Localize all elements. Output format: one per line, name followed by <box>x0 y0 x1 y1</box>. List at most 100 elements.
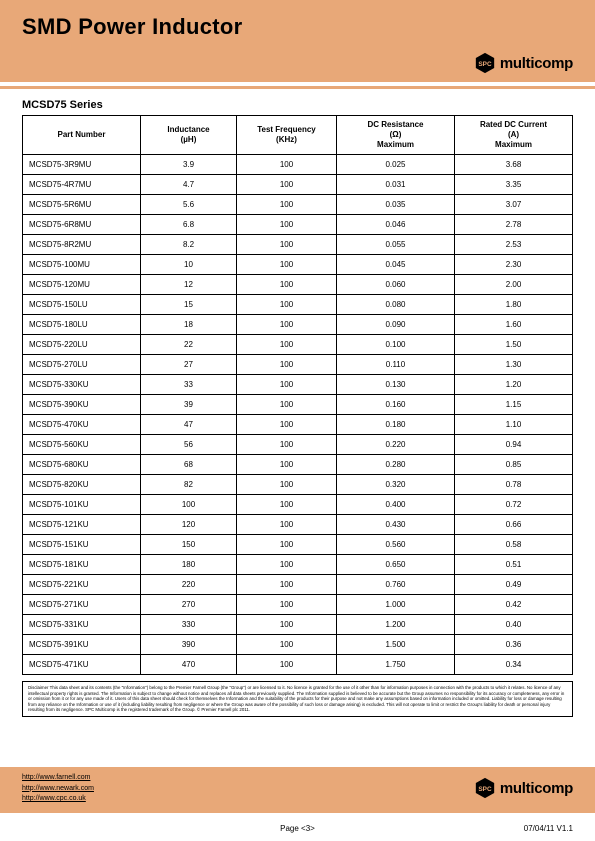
table-cell: MCSD75-820KU <box>23 475 141 495</box>
hexagon-badge-icon: SPC <box>474 52 496 74</box>
table-cell: MCSD75-330KU <box>23 375 141 395</box>
column-header-line: (A) <box>508 130 519 139</box>
table-row: MCSD75-271KU2701001.0000.42 <box>23 595 573 615</box>
table-cell: 5.6 <box>141 195 237 215</box>
table-cell: MCSD75-390KU <box>23 395 141 415</box>
table-cell: 100 <box>237 475 337 495</box>
column-header-cur: Rated DC Current(A)Maximum <box>455 116 573 155</box>
table-row: MCSD75-121KU1201000.4300.66 <box>23 515 573 535</box>
table-cell: MCSD75-3R9MU <box>23 155 141 175</box>
table-cell: MCSD75-221KU <box>23 575 141 595</box>
table-row: MCSD75-220LU221000.1001.50 <box>23 335 573 355</box>
table-cell: 0.72 <box>455 495 573 515</box>
table-row: MCSD75-181KU1801000.6500.51 <box>23 555 573 575</box>
table-cell: 0.34 <box>455 655 573 675</box>
table-cell: 0.100 <box>337 335 455 355</box>
column-header-line: Test Frequency <box>257 125 316 134</box>
table-cell: 470 <box>141 655 237 675</box>
table-cell: 12 <box>141 275 237 295</box>
table-cell: 47 <box>141 415 237 435</box>
table-cell: 0.031 <box>337 175 455 195</box>
brand-logo: SPC multicomp <box>474 52 573 74</box>
table-cell: 1.50 <box>455 335 573 355</box>
table-cell: 1.000 <box>337 595 455 615</box>
table-cell: 100 <box>237 575 337 595</box>
table-cell: 0.080 <box>337 295 455 315</box>
table-cell: 0.090 <box>337 315 455 335</box>
table-cell: MCSD75-6R8MU <box>23 215 141 235</box>
table-row: MCSD75-560KU561000.2200.94 <box>23 435 573 455</box>
table-cell: MCSD75-5R6MU <box>23 195 141 215</box>
table-cell: 0.42 <box>455 595 573 615</box>
table-cell: 0.40 <box>455 615 573 635</box>
table-cell: 1.60 <box>455 315 573 335</box>
table-cell: 100 <box>237 495 337 515</box>
table-row: MCSD75-101KU1001000.4000.72 <box>23 495 573 515</box>
table-cell: MCSD75-220LU <box>23 335 141 355</box>
table-cell: 0.85 <box>455 455 573 475</box>
table-cell: 0.046 <box>337 215 455 235</box>
footer-band: http://www.farnell.com http://www.newark… <box>0 767 595 813</box>
table-cell: 0.560 <box>337 535 455 555</box>
table-cell: MCSD75-470KU <box>23 415 141 435</box>
table-row: MCSD75-100MU101000.0452.30 <box>23 255 573 275</box>
table-cell: 68 <box>141 455 237 475</box>
table-cell: 0.320 <box>337 475 455 495</box>
table-cell: 3.07 <box>455 195 573 215</box>
table-cell: 82 <box>141 475 237 495</box>
table-cell: 100 <box>237 155 337 175</box>
table-cell: 0.280 <box>337 455 455 475</box>
table-cell: 100 <box>237 355 337 375</box>
table-cell: MCSD75-391KU <box>23 635 141 655</box>
table-cell: MCSD75-560KU <box>23 435 141 455</box>
table-cell: 390 <box>141 635 237 655</box>
table-cell: 0.400 <box>337 495 455 515</box>
table-row: MCSD75-5R6MU5.61000.0353.07 <box>23 195 573 215</box>
table-cell: 100 <box>237 315 337 335</box>
table-cell: 0.220 <box>337 435 455 455</box>
page-title: SMD Power Inductor <box>22 14 573 40</box>
svg-text:SPC: SPC <box>478 61 492 68</box>
spec-table: Part NumberInductance(µH)Test Frequency(… <box>22 115 573 675</box>
table-cell: 100 <box>237 635 337 655</box>
table-cell: 1.750 <box>337 655 455 675</box>
footer-brand-name: multicomp <box>500 780 573 797</box>
table-cell: MCSD75-4R7MU <box>23 175 141 195</box>
table-cell: 0.160 <box>337 395 455 415</box>
table-cell: 0.36 <box>455 635 573 655</box>
table-cell: MCSD75-180LU <box>23 315 141 335</box>
table-row: MCSD75-470KU471000.1801.10 <box>23 415 573 435</box>
table-row: MCSD75-820KU821000.3200.78 <box>23 475 573 495</box>
page-number: Page <3> <box>280 824 315 833</box>
table-cell: MCSD75-8R2MU <box>23 235 141 255</box>
content-area: MCSD75 Series Part NumberInductance(µH)T… <box>0 89 595 717</box>
table-cell: 330 <box>141 615 237 635</box>
table-row: MCSD75-391KU3901001.5000.36 <box>23 635 573 655</box>
table-cell: 0.025 <box>337 155 455 175</box>
table-row: MCSD75-331KU3301001.2000.40 <box>23 615 573 635</box>
table-row: MCSD75-150LU151000.0801.80 <box>23 295 573 315</box>
table-cell: MCSD75-471KU <box>23 655 141 675</box>
table-cell: 100 <box>237 235 337 255</box>
table-cell: 100 <box>237 615 337 635</box>
table-cell: MCSD75-181KU <box>23 555 141 575</box>
table-row: MCSD75-6R8MU6.81000.0462.78 <box>23 215 573 235</box>
table-cell: MCSD75-150LU <box>23 295 141 315</box>
table-cell: 100 <box>237 195 337 215</box>
table-row: MCSD75-471KU4701001.7500.34 <box>23 655 573 675</box>
table-cell: 18 <box>141 315 237 335</box>
table-cell: 0.055 <box>337 235 455 255</box>
table-cell: 100 <box>237 435 337 455</box>
table-cell: 1.20 <box>455 375 573 395</box>
table-cell: 22 <box>141 335 237 355</box>
table-cell: 0.430 <box>337 515 455 535</box>
table-row: MCSD75-330KU331000.1301.20 <box>23 375 573 395</box>
table-cell: 0.180 <box>337 415 455 435</box>
column-header-line: Inductance <box>167 125 209 134</box>
table-cell: 150 <box>141 535 237 555</box>
table-cell: 100 <box>237 395 337 415</box>
table-row: MCSD75-3R9MU3.91000.0253.68 <box>23 155 573 175</box>
table-cell: 1.10 <box>455 415 573 435</box>
column-header-line: Maximum <box>495 140 532 149</box>
disclaimer: Disclaimer This data sheet and its conte… <box>22 681 573 717</box>
